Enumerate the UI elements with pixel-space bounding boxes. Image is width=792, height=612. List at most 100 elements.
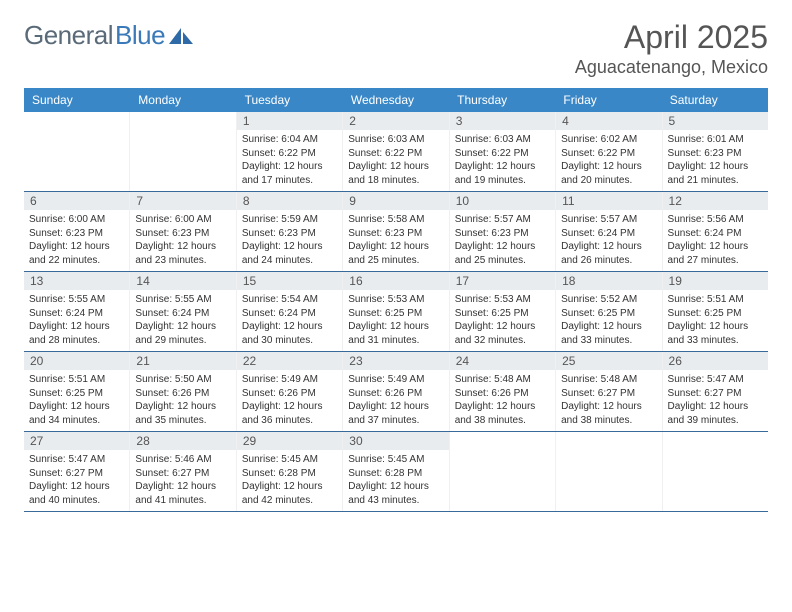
sunset-text: Sunset: 6:23 PM: [135, 227, 230, 241]
location: Aguacatenango, Mexico: [575, 57, 768, 78]
sunrise-text: Sunrise: 5:59 AM: [242, 213, 337, 227]
day-cell: 11Sunrise: 5:57 AMSunset: 6:24 PMDayligh…: [556, 192, 662, 271]
sunset-text: Sunset: 6:28 PM: [242, 467, 337, 481]
day-body: Sunrise: 5:45 AMSunset: 6:28 PMDaylight:…: [343, 450, 448, 511]
daylight-text: Daylight: 12 hours and 40 minutes.: [29, 480, 124, 507]
sunset-text: Sunset: 6:23 PM: [348, 227, 443, 241]
day-body: Sunrise: 6:02 AMSunset: 6:22 PMDaylight:…: [556, 130, 661, 191]
day-cell: [130, 112, 236, 191]
sunrise-text: Sunrise: 5:50 AM: [135, 373, 230, 387]
sunset-text: Sunset: 6:25 PM: [668, 307, 763, 321]
sunrise-text: Sunrise: 5:47 AM: [668, 373, 763, 387]
daylight-text: Daylight: 12 hours and 24 minutes.: [242, 240, 337, 267]
sunset-text: Sunset: 6:22 PM: [242, 147, 337, 161]
week-row: 13Sunrise: 5:55 AMSunset: 6:24 PMDayligh…: [24, 272, 768, 352]
sunset-text: Sunset: 6:27 PM: [668, 387, 763, 401]
day-number: 6: [24, 192, 129, 210]
day-body: Sunrise: 5:55 AMSunset: 6:24 PMDaylight:…: [24, 290, 129, 351]
day-cell: 14Sunrise: 5:55 AMSunset: 6:24 PMDayligh…: [130, 272, 236, 351]
day-body: Sunrise: 5:51 AMSunset: 6:25 PMDaylight:…: [663, 290, 768, 351]
daylight-text: Daylight: 12 hours and 36 minutes.: [242, 400, 337, 427]
sunrise-text: Sunrise: 6:00 AM: [29, 213, 124, 227]
sunset-text: Sunset: 6:23 PM: [29, 227, 124, 241]
day-number: 18: [556, 272, 661, 290]
sunrise-text: Sunrise: 5:58 AM: [348, 213, 443, 227]
sunrise-text: Sunrise: 6:01 AM: [668, 133, 763, 147]
day-cell: 4Sunrise: 6:02 AMSunset: 6:22 PMDaylight…: [556, 112, 662, 191]
daylight-text: Daylight: 12 hours and 33 minutes.: [561, 320, 656, 347]
daylight-text: Daylight: 12 hours and 18 minutes.: [348, 160, 443, 187]
day-number: 16: [343, 272, 448, 290]
day-number: 22: [237, 352, 342, 370]
day-number: 25: [556, 352, 661, 370]
day-body: Sunrise: 5:57 AMSunset: 6:23 PMDaylight:…: [450, 210, 555, 271]
dow-cell: Friday: [555, 88, 661, 112]
sunrise-text: Sunrise: 5:56 AM: [668, 213, 763, 227]
sunset-text: Sunset: 6:27 PM: [29, 467, 124, 481]
week-row: 27Sunrise: 5:47 AMSunset: 6:27 PMDayligh…: [24, 432, 768, 512]
dow-row: SundayMondayTuesdayWednesdayThursdayFrid…: [24, 88, 768, 112]
brand-part2: Blue: [115, 20, 165, 51]
day-cell: 12Sunrise: 5:56 AMSunset: 6:24 PMDayligh…: [663, 192, 768, 271]
day-cell: 7Sunrise: 6:00 AMSunset: 6:23 PMDaylight…: [130, 192, 236, 271]
day-body: Sunrise: 5:47 AMSunset: 6:27 PMDaylight:…: [663, 370, 768, 431]
daylight-text: Daylight: 12 hours and 20 minutes.: [561, 160, 656, 187]
day-number: 27: [24, 432, 129, 450]
day-cell: 1Sunrise: 6:04 AMSunset: 6:22 PMDaylight…: [237, 112, 343, 191]
daylight-text: Daylight: 12 hours and 33 minutes.: [668, 320, 763, 347]
day-body: Sunrise: 5:54 AMSunset: 6:24 PMDaylight:…: [237, 290, 342, 351]
daylight-text: Daylight: 12 hours and 35 minutes.: [135, 400, 230, 427]
month-title: April 2025: [575, 20, 768, 55]
day-number: 17: [450, 272, 555, 290]
day-body: Sunrise: 5:45 AMSunset: 6:28 PMDaylight:…: [237, 450, 342, 511]
sunrise-text: Sunrise: 5:57 AM: [455, 213, 550, 227]
sunrise-text: Sunrise: 6:03 AM: [455, 133, 550, 147]
sunrise-text: Sunrise: 5:45 AM: [242, 453, 337, 467]
sunset-text: Sunset: 6:26 PM: [348, 387, 443, 401]
day-cell: 26Sunrise: 5:47 AMSunset: 6:27 PMDayligh…: [663, 352, 768, 431]
day-body: Sunrise: 5:58 AMSunset: 6:23 PMDaylight:…: [343, 210, 448, 271]
sunrise-text: Sunrise: 6:00 AM: [135, 213, 230, 227]
daylight-text: Daylight: 12 hours and 23 minutes.: [135, 240, 230, 267]
day-number: 28: [130, 432, 235, 450]
sunrise-text: Sunrise: 5:45 AM: [348, 453, 443, 467]
week-row: 20Sunrise: 5:51 AMSunset: 6:25 PMDayligh…: [24, 352, 768, 432]
sunrise-text: Sunrise: 5:49 AM: [242, 373, 337, 387]
day-cell: 30Sunrise: 5:45 AMSunset: 6:28 PMDayligh…: [343, 432, 449, 511]
sunset-text: Sunset: 6:22 PM: [455, 147, 550, 161]
day-body: Sunrise: 6:00 AMSunset: 6:23 PMDaylight:…: [130, 210, 235, 271]
logo-sail-icon: [169, 26, 195, 46]
sunset-text: Sunset: 6:22 PM: [348, 147, 443, 161]
daylight-text: Daylight: 12 hours and 38 minutes.: [455, 400, 550, 427]
sunrise-text: Sunrise: 5:48 AM: [455, 373, 550, 387]
sunrise-text: Sunrise: 5:57 AM: [561, 213, 656, 227]
dow-cell: Thursday: [449, 88, 555, 112]
sunset-text: Sunset: 6:26 PM: [455, 387, 550, 401]
sunrise-text: Sunrise: 5:47 AM: [29, 453, 124, 467]
daylight-text: Daylight: 12 hours and 28 minutes.: [29, 320, 124, 347]
sunset-text: Sunset: 6:22 PM: [561, 147, 656, 161]
day-cell: 9Sunrise: 5:58 AMSunset: 6:23 PMDaylight…: [343, 192, 449, 271]
sunset-text: Sunset: 6:24 PM: [29, 307, 124, 321]
sunrise-text: Sunrise: 5:51 AM: [668, 293, 763, 307]
day-cell: 20Sunrise: 5:51 AMSunset: 6:25 PMDayligh…: [24, 352, 130, 431]
day-number: 23: [343, 352, 448, 370]
day-body: Sunrise: 5:53 AMSunset: 6:25 PMDaylight:…: [450, 290, 555, 351]
sunset-text: Sunset: 6:23 PM: [455, 227, 550, 241]
daylight-text: Daylight: 12 hours and 25 minutes.: [348, 240, 443, 267]
daylight-text: Daylight: 12 hours and 39 minutes.: [668, 400, 763, 427]
day-number: 3: [450, 112, 555, 130]
day-number: 12: [663, 192, 768, 210]
day-body: Sunrise: 5:48 AMSunset: 6:27 PMDaylight:…: [556, 370, 661, 431]
sunset-text: Sunset: 6:27 PM: [135, 467, 230, 481]
day-number: 26: [663, 352, 768, 370]
brand-logo: GeneralBlue: [24, 20, 195, 51]
daylight-text: Daylight: 12 hours and 27 minutes.: [668, 240, 763, 267]
sunrise-text: Sunrise: 5:52 AM: [561, 293, 656, 307]
calendar: SundayMondayTuesdayWednesdayThursdayFrid…: [24, 88, 768, 512]
day-body: Sunrise: 5:56 AMSunset: 6:24 PMDaylight:…: [663, 210, 768, 271]
day-cell: 29Sunrise: 5:45 AMSunset: 6:28 PMDayligh…: [237, 432, 343, 511]
day-body: Sunrise: 5:57 AMSunset: 6:24 PMDaylight:…: [556, 210, 661, 271]
daylight-text: Daylight: 12 hours and 19 minutes.: [455, 160, 550, 187]
day-number: 29: [237, 432, 342, 450]
